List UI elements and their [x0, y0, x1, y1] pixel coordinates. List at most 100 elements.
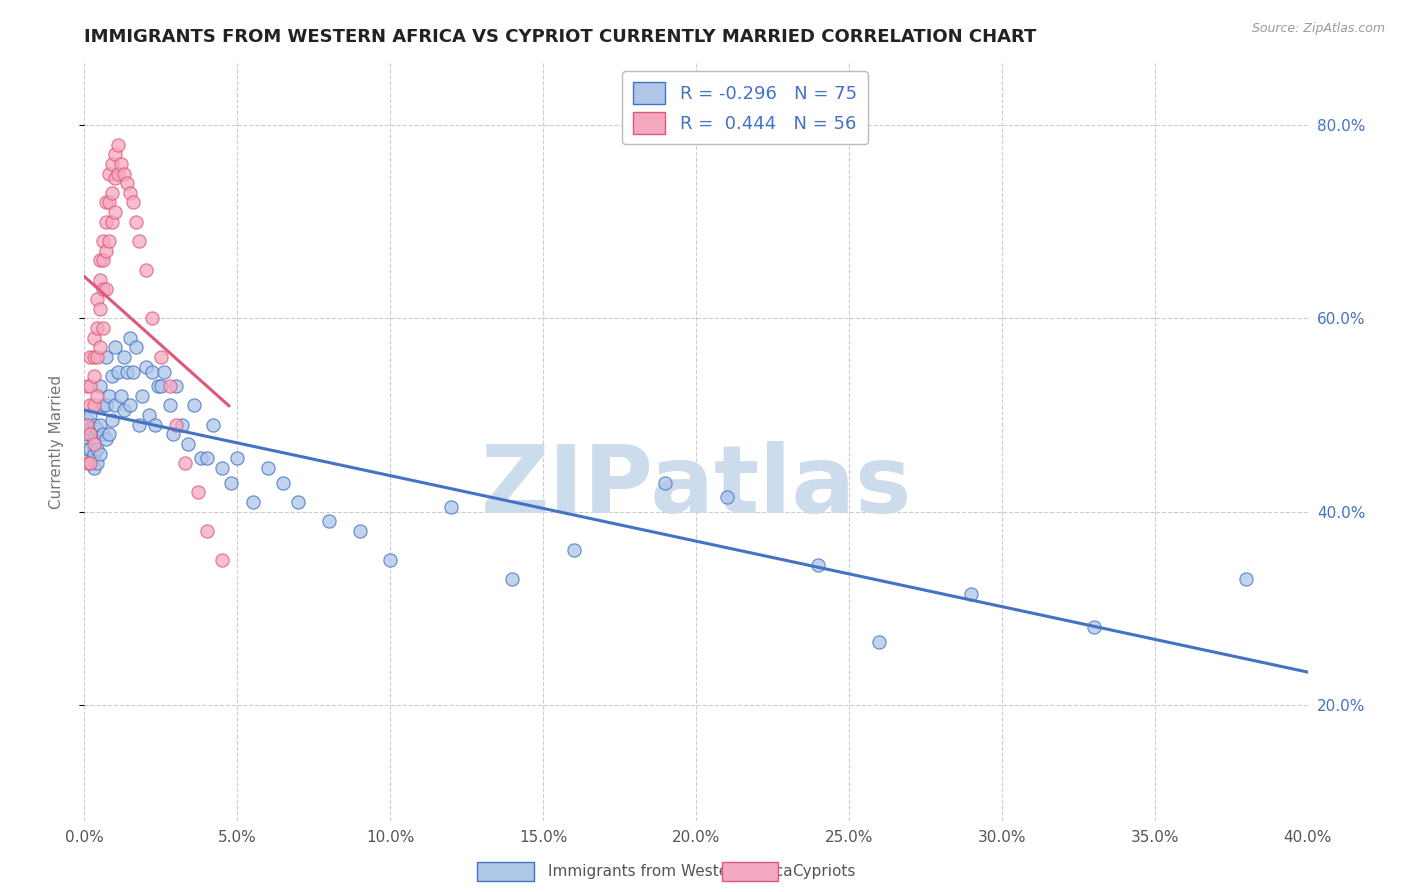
Point	[104, 147, 127, 161]
Point	[101, 186, 124, 200]
Point	[120, 331, 142, 345]
Point	[83, 331, 105, 345]
Point	[141, 311, 163, 326]
Point	[159, 379, 181, 393]
Point	[97, 389, 120, 403]
Point	[76, 442, 98, 456]
Point	[271, 475, 294, 490]
Point	[380, 553, 402, 567]
Point	[104, 340, 127, 354]
Point	[960, 587, 983, 601]
Point	[141, 364, 163, 378]
Point	[716, 490, 738, 504]
Point	[112, 350, 135, 364]
Point	[101, 369, 124, 384]
Point	[107, 167, 129, 181]
Point	[91, 253, 114, 268]
Point	[89, 301, 111, 316]
Point	[89, 253, 111, 268]
Point	[1236, 572, 1258, 586]
Point	[83, 437, 105, 451]
Point	[159, 398, 181, 412]
Point	[165, 379, 187, 393]
Point	[138, 408, 160, 422]
Point	[97, 234, 120, 248]
Text: IMMIGRANTS FROM WESTERN AFRICA VS CYPRIOT CURRENTLY MARRIED CORRELATION CHART: IMMIGRANTS FROM WESTERN AFRICA VS CYPRIO…	[84, 28, 1036, 45]
Point	[135, 359, 157, 374]
Point	[115, 364, 138, 378]
Text: Cypriots: Cypriots	[793, 864, 856, 879]
Point	[101, 157, 124, 171]
Point	[807, 558, 830, 572]
Point	[120, 398, 142, 412]
Point	[76, 456, 98, 470]
Point	[79, 456, 101, 470]
Point	[79, 427, 101, 442]
Point	[91, 398, 114, 412]
Point	[869, 635, 891, 649]
Point	[101, 215, 124, 229]
Point	[174, 456, 197, 470]
Point	[94, 350, 117, 364]
Point	[186, 485, 208, 500]
Point	[149, 350, 172, 364]
Point	[86, 350, 108, 364]
Point	[440, 500, 463, 514]
Point	[112, 403, 135, 417]
Point	[79, 350, 101, 364]
Point	[110, 389, 132, 403]
Point	[162, 427, 184, 442]
Point	[318, 514, 340, 528]
Point	[101, 413, 124, 427]
Point	[257, 461, 280, 475]
Point	[226, 451, 249, 466]
Point	[149, 379, 172, 393]
Point	[76, 427, 98, 442]
Point	[86, 292, 108, 306]
Point	[115, 176, 138, 190]
Point	[120, 186, 142, 200]
Point	[94, 398, 117, 412]
Point	[104, 171, 127, 186]
Point	[83, 461, 105, 475]
Point	[146, 379, 169, 393]
Point	[125, 215, 148, 229]
Point	[654, 475, 676, 490]
Point	[131, 389, 153, 403]
Point	[79, 408, 101, 422]
Point	[94, 432, 117, 446]
Point	[83, 447, 105, 461]
Point	[89, 273, 111, 287]
Text: Source: ZipAtlas.com: Source: ZipAtlas.com	[1251, 22, 1385, 36]
Point	[135, 263, 157, 277]
Point	[89, 379, 111, 393]
Point	[83, 432, 105, 446]
Point	[110, 157, 132, 171]
Point	[86, 321, 108, 335]
Point	[76, 379, 98, 393]
Point	[86, 456, 108, 470]
Point	[1083, 620, 1105, 634]
Point	[112, 167, 135, 181]
Point	[86, 422, 108, 436]
Point	[86, 389, 108, 403]
Point	[79, 442, 101, 456]
Point	[79, 456, 101, 470]
Point	[104, 398, 127, 412]
Point	[287, 495, 309, 509]
Point	[86, 442, 108, 456]
Point	[122, 195, 145, 210]
Point	[562, 543, 585, 558]
Point	[128, 234, 150, 248]
Point	[91, 234, 114, 248]
Point	[122, 364, 145, 378]
Point	[183, 398, 205, 412]
Point	[153, 364, 176, 378]
Y-axis label: Currently Married: Currently Married	[49, 375, 63, 508]
Point	[172, 417, 194, 432]
Point	[91, 321, 114, 335]
Point	[94, 195, 117, 210]
Point	[76, 417, 98, 432]
Point	[104, 205, 127, 219]
Point	[89, 447, 111, 461]
